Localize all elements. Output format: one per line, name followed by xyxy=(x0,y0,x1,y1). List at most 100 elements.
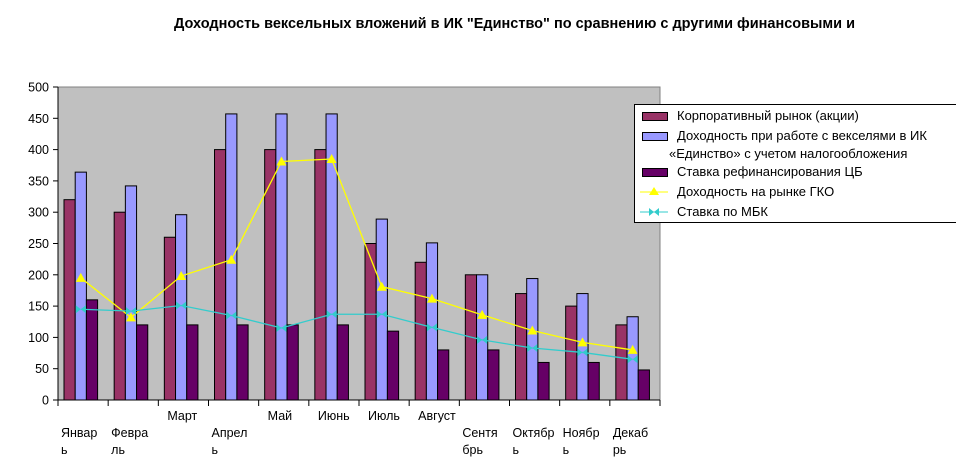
y-tick-label: 200 xyxy=(28,268,49,282)
y-tick-label: 300 xyxy=(28,206,49,220)
x-tick-label: Ноябрь xyxy=(562,426,600,457)
legend-label: Ставка рефинансирования ЦБ xyxy=(677,164,863,179)
bar xyxy=(386,330,400,401)
plot-area xyxy=(57,86,661,401)
legend-label-line: «Единство» с учетом налогообложения xyxy=(669,146,908,161)
y-tick-label: 500 xyxy=(28,81,49,95)
data-point xyxy=(231,311,237,320)
bar xyxy=(487,349,500,401)
chart-title: Доходность вексельных вложений в ИК "Еди… xyxy=(174,16,856,32)
data-point xyxy=(477,335,483,344)
legend-item-gko: Доходность на рынке ГКО xyxy=(639,183,834,201)
legend-item-corporate: Корпоративный рынок (акции) xyxy=(639,107,859,125)
data-point xyxy=(326,153,337,163)
data-point xyxy=(431,323,437,332)
data-point xyxy=(125,312,136,322)
bar xyxy=(74,171,87,401)
x-tick-label: Октябрь xyxy=(512,426,555,457)
legend-swatch xyxy=(639,107,669,125)
data-point xyxy=(627,344,638,354)
data-point xyxy=(226,311,232,320)
data-point xyxy=(577,348,583,357)
legend-label: Доходность при работе с векселями в ИК «Е… xyxy=(669,127,927,163)
bar xyxy=(286,324,299,401)
bar xyxy=(236,324,249,401)
bar xyxy=(186,324,199,401)
legend-swatch xyxy=(639,127,669,145)
legend: Корпоративный рынок (акции) Доходность п… xyxy=(634,104,956,223)
data-point xyxy=(477,309,488,319)
y-tick-label: 50 xyxy=(35,362,49,376)
x-tick-label: Февраль xyxy=(111,426,149,457)
data-point xyxy=(627,355,633,364)
bar xyxy=(214,149,227,401)
series-line xyxy=(80,158,633,351)
data-point xyxy=(632,355,638,364)
bar xyxy=(85,299,99,401)
x-tick-label: Сентябрь xyxy=(462,426,498,457)
y-tick-label: 0 xyxy=(42,394,49,408)
legend-swatch xyxy=(639,183,669,201)
data-point xyxy=(176,301,182,310)
bar xyxy=(314,149,327,401)
x-tick-label: Январь xyxy=(61,426,98,457)
data-point xyxy=(281,324,287,333)
y-tick-label: 400 xyxy=(28,143,49,157)
bar xyxy=(136,324,149,401)
legend-item-mbk: Ставка по МБК xyxy=(639,203,768,221)
x-tick-label: Апрель xyxy=(211,426,248,457)
legend-label: Ставка по МБК xyxy=(677,204,768,219)
y-tick-label: 100 xyxy=(28,331,49,345)
data-point xyxy=(426,293,437,303)
legend-label: Доходность на рынке ГКО xyxy=(677,184,835,199)
bar xyxy=(63,199,76,401)
data-point xyxy=(176,271,187,281)
legend-label: Корпоративный рынок (акции) xyxy=(677,108,859,123)
bar xyxy=(336,324,349,401)
data-point xyxy=(276,156,287,166)
bar xyxy=(526,278,539,401)
series-line xyxy=(80,304,633,360)
bar xyxy=(537,361,550,401)
data-point xyxy=(527,325,538,335)
data-point xyxy=(130,307,136,316)
data-point xyxy=(376,310,382,319)
bar xyxy=(375,218,388,401)
bar xyxy=(476,274,489,401)
y-tick-label: 450 xyxy=(28,112,49,126)
bar xyxy=(175,214,188,401)
bar xyxy=(124,185,138,401)
y-tick-label: 350 xyxy=(28,174,49,188)
data-point xyxy=(582,348,588,357)
y-tick-label: 150 xyxy=(28,300,49,314)
data-point xyxy=(331,310,337,319)
bar xyxy=(414,261,427,401)
legend-item-cb-rate: Ставка рефинансирования ЦБ xyxy=(639,163,863,181)
data-point xyxy=(376,281,387,291)
bar xyxy=(163,236,177,401)
data-point xyxy=(482,335,488,344)
legend-item-edinstvo: Доходность при работе с векселями в ИК «Е… xyxy=(639,127,927,163)
bar xyxy=(275,113,288,401)
bar xyxy=(437,349,450,401)
data-point xyxy=(75,272,86,282)
data-point xyxy=(125,307,131,316)
data-point xyxy=(532,344,538,353)
bar xyxy=(615,324,628,401)
bar xyxy=(565,305,578,401)
x-tick-label: Июнь xyxy=(317,409,350,423)
legend-swatch xyxy=(639,163,669,181)
legend-swatch xyxy=(639,203,669,221)
data-point xyxy=(226,254,237,264)
data-point xyxy=(75,305,81,314)
bar xyxy=(576,293,589,401)
data-point xyxy=(181,301,187,310)
x-tick-label: Июль xyxy=(368,409,400,423)
y-tick-label: 250 xyxy=(28,237,49,251)
data-point xyxy=(326,310,332,319)
bar xyxy=(425,242,439,401)
data-point xyxy=(426,323,432,332)
bar xyxy=(325,113,338,401)
x-tick-label: Декабрь xyxy=(612,426,649,457)
legend-label-line: Доходность при работе с векселями в ИК xyxy=(677,128,927,143)
